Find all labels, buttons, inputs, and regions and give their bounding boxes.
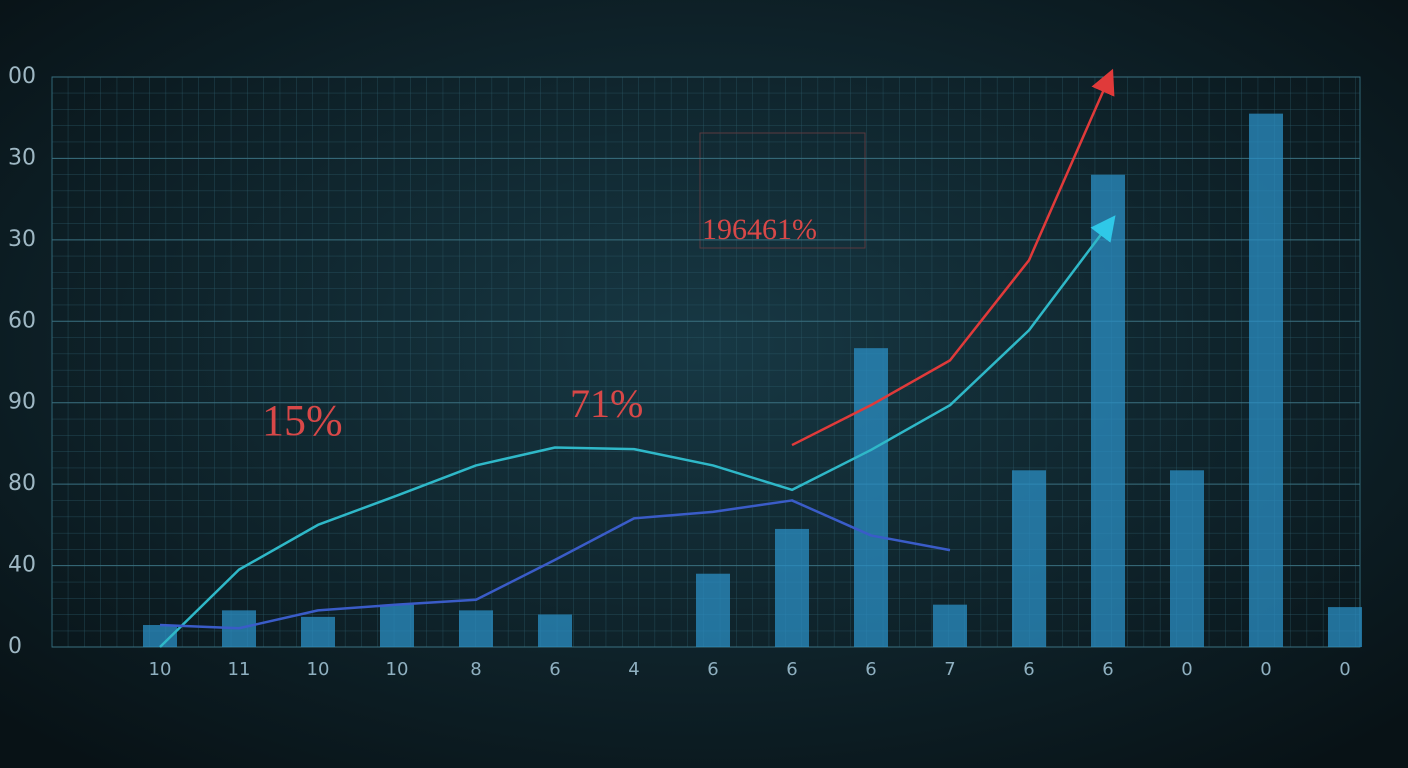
bar [1328,607,1362,647]
x-tick-label: 6 [786,659,797,680]
x-tick-label: 6 [707,659,718,680]
bar [775,528,809,647]
annotation: 15% [262,396,343,445]
y-tick-label: 00 [8,64,36,89]
bar [1170,470,1204,647]
annotation: 71% [570,381,643,426]
x-tick-label: 6 [1102,659,1113,680]
bar [538,614,572,647]
line-series [159,215,1116,648]
x-tick-label: 0 [1260,659,1271,680]
bar [459,610,493,647]
annotation: 196461% [702,213,817,246]
annotation-box [699,132,866,249]
y-tick-label: 90 [8,390,36,415]
bar [1012,470,1046,647]
bar [1249,113,1283,647]
y-tick-label: 80 [8,471,36,496]
x-tick-label: 10 [307,659,330,680]
x-tick-label: 6 [549,659,560,680]
bar [933,604,967,647]
bar [854,348,888,647]
plot-grid [51,76,1361,648]
line-series [791,68,1115,447]
bar [380,604,414,647]
bar [696,573,730,647]
bar [1091,174,1125,647]
x-tick-label: 0 [1181,659,1192,680]
x-tick-label: 10 [386,659,409,680]
y-tick-label: 0 [8,634,22,659]
x-tick-label: 6 [1023,659,1034,680]
y-tick-label: 40 [8,553,36,578]
bar [301,616,335,647]
y-tick-label: 30 [8,227,36,252]
y-tick-label: 60 [8,308,36,333]
x-tick-label: 0 [1339,659,1350,680]
x-tick-label: 8 [470,659,481,680]
x-tick-label: 4 [628,659,639,680]
x-tick-label: 7 [944,659,955,680]
x-tick-label: 6 [865,659,876,680]
line-series [159,499,951,630]
y-tick-label: 30 [8,145,36,170]
bar [143,625,177,647]
x-tick-label: 11 [228,659,251,680]
x-tick-label: 10 [149,659,172,680]
